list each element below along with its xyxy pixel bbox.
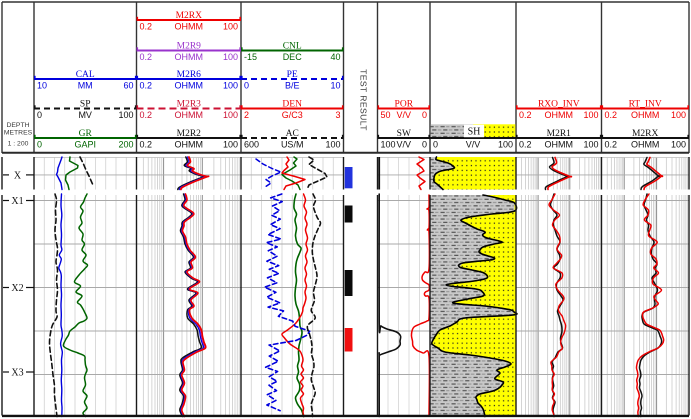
- svg-text:M2R1: M2R1: [547, 129, 572, 139]
- svg-text:X: X: [14, 170, 22, 181]
- svg-text:DEPTH: DEPTH: [6, 122, 29, 129]
- svg-text:100: 100: [223, 21, 238, 31]
- svg-text:100: 100: [671, 139, 686, 149]
- svg-text:DEN: DEN: [282, 99, 302, 109]
- svg-text:M2RX: M2RX: [176, 11, 203, 21]
- svg-text:M2R9: M2R9: [177, 41, 202, 51]
- svg-text:M2R3: M2R3: [177, 99, 202, 109]
- svg-text:B/E: B/E: [285, 80, 300, 90]
- svg-text:0.2: 0.2: [140, 139, 153, 149]
- svg-text:0.2: 0.2: [140, 80, 153, 90]
- svg-text:OHMM: OHMM: [175, 52, 204, 62]
- svg-text:X3: X3: [11, 367, 23, 378]
- svg-text:POR: POR: [395, 99, 414, 109]
- svg-text:V/V: V/V: [397, 139, 412, 149]
- svg-text:50: 50: [381, 110, 391, 120]
- svg-text:SH: SH: [468, 127, 481, 138]
- svg-text:100: 100: [671, 110, 686, 120]
- svg-text:100: 100: [583, 139, 598, 149]
- svg-text:TEST RESULT: TEST RESULT: [359, 69, 369, 131]
- svg-text:RXO_INV: RXO_INV: [538, 99, 580, 109]
- svg-text:GR: GR: [79, 129, 93, 139]
- svg-text:60: 60: [123, 80, 133, 90]
- svg-text:0.2: 0.2: [605, 139, 618, 149]
- svg-text:0: 0: [244, 80, 249, 90]
- svg-text:100: 100: [498, 139, 513, 149]
- svg-text:OHMM: OHMM: [545, 139, 574, 149]
- svg-text:OHMM: OHMM: [545, 110, 574, 120]
- svg-text:0: 0: [433, 139, 438, 149]
- svg-text:40: 40: [330, 52, 340, 62]
- svg-text:MM: MM: [78, 80, 93, 90]
- svg-text:OHMM: OHMM: [175, 110, 204, 120]
- svg-text:10: 10: [37, 80, 47, 90]
- svg-text:1 : 200: 1 : 200: [8, 141, 29, 148]
- svg-text:100: 100: [223, 110, 238, 120]
- svg-text:V/V: V/V: [466, 139, 481, 149]
- svg-text:RT_INV: RT_INV: [629, 99, 662, 109]
- svg-text:METRES: METRES: [4, 130, 33, 137]
- svg-text:600: 600: [244, 139, 259, 149]
- svg-text:100: 100: [583, 110, 598, 120]
- svg-text:3: 3: [335, 110, 340, 120]
- svg-text:X1: X1: [11, 196, 23, 207]
- svg-text:2: 2: [244, 110, 249, 120]
- svg-text:OHMM: OHMM: [631, 139, 660, 149]
- svg-text:100: 100: [223, 139, 238, 149]
- svg-text:200: 200: [118, 139, 133, 149]
- svg-text:M2R6: M2R6: [177, 70, 202, 80]
- svg-text:0.2: 0.2: [519, 139, 532, 149]
- svg-text:OHMM: OHMM: [631, 110, 660, 120]
- svg-text:AC: AC: [286, 129, 299, 139]
- svg-text:10: 10: [330, 80, 340, 90]
- svg-text:CAL: CAL: [76, 70, 95, 80]
- svg-text:US/M: US/M: [281, 139, 304, 149]
- svg-text:0.2: 0.2: [605, 110, 618, 120]
- svg-text:0.2: 0.2: [519, 110, 532, 120]
- svg-text:100: 100: [325, 139, 340, 149]
- svg-text:M2RX: M2RX: [632, 129, 659, 139]
- svg-text:G/C3: G/C3: [282, 110, 303, 120]
- svg-text:0.2: 0.2: [140, 21, 153, 31]
- svg-text:SW: SW: [397, 129, 411, 139]
- svg-text:0.2: 0.2: [140, 110, 153, 120]
- svg-text:0: 0: [37, 110, 42, 120]
- svg-text:PE: PE: [287, 70, 298, 80]
- svg-text:DEC: DEC: [283, 52, 303, 62]
- svg-text:100: 100: [223, 52, 238, 62]
- svg-text:0: 0: [37, 139, 42, 149]
- svg-text:100: 100: [118, 110, 133, 120]
- svg-text:V/V: V/V: [397, 110, 412, 120]
- svg-text:MV: MV: [78, 110, 92, 120]
- svg-text:GAPI: GAPI: [74, 139, 96, 149]
- svg-text:0: 0: [422, 139, 427, 149]
- svg-text:0: 0: [422, 110, 427, 120]
- svg-text:-15: -15: [244, 52, 257, 62]
- svg-text:OHMM: OHMM: [175, 80, 204, 90]
- svg-text:100: 100: [381, 139, 396, 149]
- svg-text:M2R2: M2R2: [177, 129, 202, 139]
- svg-text:OHMM: OHMM: [175, 21, 204, 31]
- svg-text:X2: X2: [11, 283, 23, 294]
- svg-text:0.2: 0.2: [140, 52, 153, 62]
- svg-text:CNL: CNL: [283, 41, 302, 51]
- svg-text:OHMM: OHMM: [175, 139, 204, 149]
- svg-text:100: 100: [223, 80, 238, 90]
- svg-text:SP: SP: [80, 99, 91, 109]
